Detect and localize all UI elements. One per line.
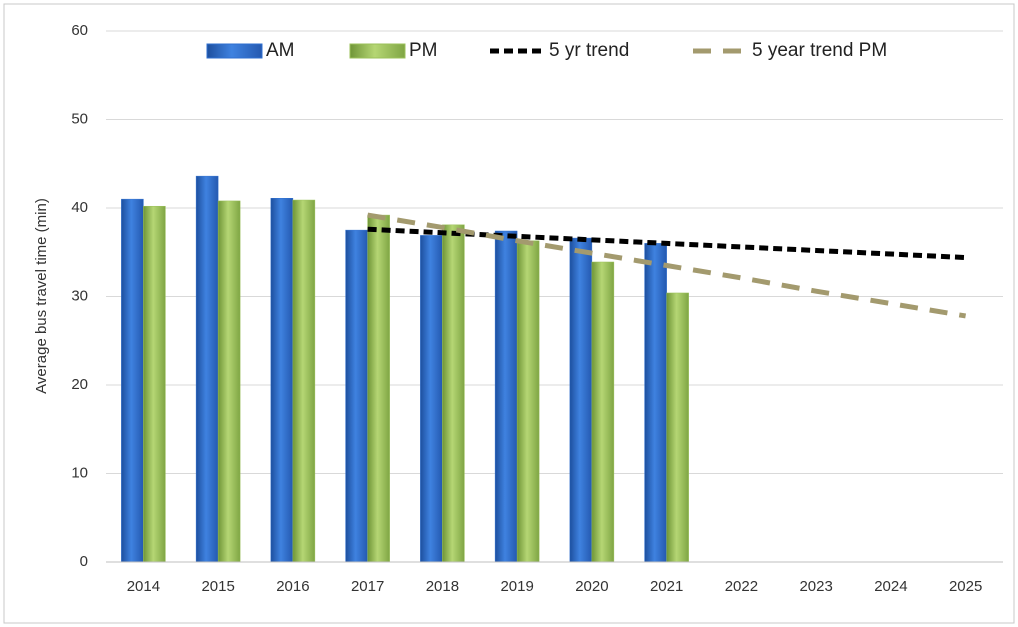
legend-label: 5 yr trend (549, 40, 629, 61)
legend-label: PM (409, 40, 438, 61)
y-tick-label: 30 (71, 287, 88, 304)
bar (367, 214, 390, 563)
x-tick-label: 2014 (127, 578, 160, 595)
y-tick-label: 50 (71, 110, 88, 127)
bar (270, 198, 294, 563)
legend-swatch (206, 43, 263, 59)
bar (644, 243, 667, 563)
legend-swatch (349, 43, 406, 59)
bar (442, 224, 465, 563)
x-tick-label: 2023 (799, 578, 832, 595)
bar (345, 229, 368, 563)
x-tick-label: 2016 (276, 578, 309, 595)
x-tick-label: 2024 (874, 578, 907, 595)
y-tick-label: 10 (71, 464, 88, 481)
x-tick-label: 2017 (351, 578, 384, 595)
bar (666, 292, 689, 563)
bar (217, 200, 241, 563)
bar (143, 205, 166, 563)
x-tick-label: 2020 (575, 578, 608, 595)
bar (494, 230, 518, 563)
bar (195, 175, 219, 563)
bar (591, 261, 615, 563)
bar (420, 235, 443, 563)
y-axis-label: Average bus travel time (min) (33, 198, 50, 394)
x-tick-label: 2025 (949, 578, 982, 595)
legend-label: 5 year trend PM (752, 40, 887, 61)
y-tick-label: 60 (71, 22, 88, 39)
bar (292, 199, 316, 563)
y-tick-label: 40 (71, 199, 88, 216)
bar (569, 237, 593, 563)
legend-label: AM (266, 40, 295, 61)
y-tick-label: 20 (71, 376, 88, 393)
bar (121, 198, 144, 563)
trend-line (367, 212, 967, 319)
x-tick-label: 2021 (650, 578, 683, 595)
x-tick-label: 2019 (500, 578, 533, 595)
x-tick-label: 2015 (201, 578, 234, 595)
x-tick-label: 2018 (426, 578, 459, 595)
bar (516, 240, 540, 563)
x-tick-label: 2022 (725, 578, 758, 595)
y-tick-label: 0 (80, 553, 88, 570)
